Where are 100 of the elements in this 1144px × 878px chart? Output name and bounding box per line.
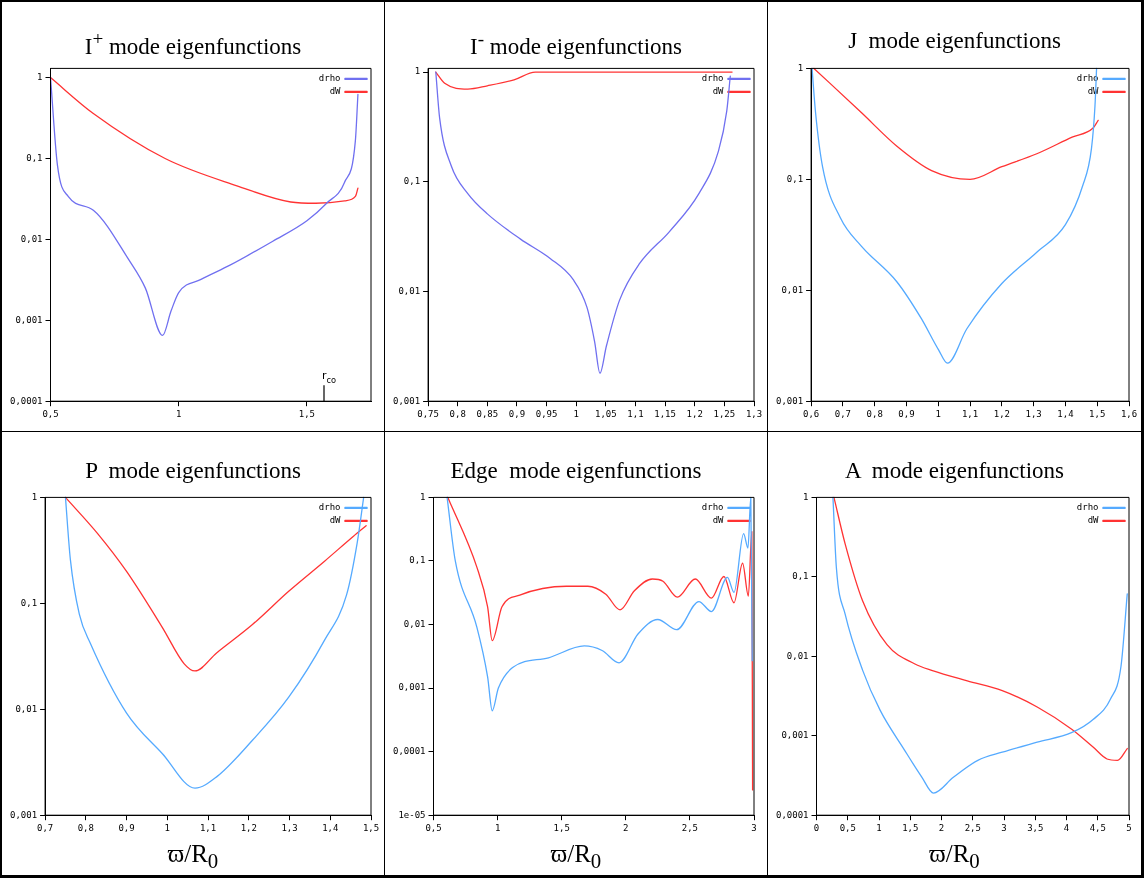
- chart-title: P mode eigenfunctions: [85, 458, 301, 485]
- x-tick-label: 1,2: [686, 408, 703, 419]
- x-tick-label: 1,05: [595, 408, 617, 419]
- x-tick-label: 1: [494, 822, 501, 833]
- x-tick-label: 1,4: [1056, 408, 1074, 419]
- x-tick-label: 0,7: [36, 822, 54, 833]
- y-tick-label: 1: [420, 491, 426, 502]
- chart-title: I$^{+}$ mode eigenfunctions: [84, 28, 302, 60]
- x-tick-label: 2,5: [681, 822, 699, 833]
- y-tick-label: 0,1: [20, 597, 38, 608]
- legend-label: dW: [712, 86, 725, 97]
- x-tick-label: 1,1: [199, 822, 217, 833]
- y-tick-label: 0,001: [775, 395, 803, 406]
- x-tick-label: 1,5: [901, 822, 918, 833]
- y-tick-label: 1: [797, 62, 803, 73]
- x-tick-label: 0,9: [118, 822, 135, 833]
- x-tick-label: 1,15: [654, 408, 676, 419]
- x-tick-label: 0,9: [897, 408, 915, 419]
- x-tick-label: 1: [164, 822, 171, 833]
- x-tick-label: 0,5: [839, 822, 856, 833]
- y-tick-label: 0,0001: [775, 809, 809, 820]
- x-tick-label: 5: [1125, 822, 1132, 833]
- x-tick-label: 0,6: [802, 408, 819, 419]
- x-tick-label: 3,5: [1026, 822, 1043, 833]
- legend-label: drho: [318, 73, 341, 84]
- x-tick-label: 1,5: [553, 822, 570, 833]
- x-tick-label: 1,5: [298, 408, 316, 419]
- y-tick-label: 0,01: [398, 285, 421, 296]
- x-tick-label: 1,3: [745, 408, 763, 419]
- y-tick-label: 0,1: [786, 173, 803, 184]
- y-tick-label: 0,0001: [393, 745, 426, 756]
- x-tick-label: 1: [573, 408, 579, 419]
- y-tick-label: 1: [31, 491, 38, 502]
- x-tick-label: 2: [623, 822, 629, 833]
- y-tick-label: 0,1: [26, 152, 43, 163]
- x-tick-label: 1,3: [1024, 408, 1042, 419]
- x-tick-label: 2,5: [964, 822, 981, 833]
- y-tick-label: 1: [37, 71, 43, 82]
- y-tick-label: 0,1: [409, 555, 426, 566]
- x-tick-label: 4: [1063, 822, 1069, 833]
- x-tick-label: 1,5: [362, 822, 380, 833]
- x-tick-label: 0,7: [834, 408, 851, 419]
- y-tick-label: 0,1: [403, 176, 421, 187]
- legend-label: drho: [701, 73, 724, 84]
- x-tick-label: 1,4: [322, 822, 339, 833]
- x-tick-label: 3: [751, 822, 757, 833]
- x-tick-label: 0,5: [425, 822, 442, 833]
- y-tick-label: 0,001: [15, 314, 43, 325]
- x-tick-label: 1,5: [1088, 408, 1105, 419]
- legend-label: drho: [701, 502, 724, 513]
- chart-title: I$^{-}$ mode eigenfunctions: [469, 28, 683, 60]
- chart-title: A mode eigenfunctions: [844, 458, 1065, 485]
- y-tick-label: 0,01: [20, 233, 43, 244]
- y-tick-label: 0,01: [15, 703, 38, 714]
- y-tick-label: 0,001: [393, 395, 421, 406]
- x-tick-label: 0,95: [535, 408, 558, 419]
- x-tick-label: 1,6: [1120, 408, 1137, 419]
- x-axis-title: ϖ/R$_{0}$: [550, 839, 602, 875]
- x-tick-label: 2: [938, 822, 944, 833]
- x-axis-title: ϖ/R$_{0}$: [929, 839, 980, 875]
- x-tick-label: 4,5: [1089, 822, 1106, 833]
- y-tick-label: 0,01: [780, 284, 803, 295]
- x-tick-label: 0: [813, 822, 819, 833]
- x-axis-title: ϖ/R$_{0}$: [167, 839, 219, 875]
- y-tick-label: 0,0001: [10, 395, 43, 406]
- x-tick-label: 1,1: [961, 408, 978, 419]
- chart-title: Edge mode eigenfunctions: [450, 458, 702, 485]
- x-tick-label: 3: [1000, 822, 1007, 833]
- legend-label: drho: [1076, 73, 1098, 84]
- x-tick-label: 1,25: [713, 408, 736, 419]
- x-tick-label: 1: [875, 822, 882, 833]
- y-tick-label: 0,001: [10, 809, 38, 820]
- x-tick-label: 1,2: [240, 822, 257, 833]
- y-tick-label: 0,001: [780, 730, 809, 741]
- legend-label: drho: [318, 502, 341, 513]
- x-tick-label: 0,5: [42, 408, 59, 419]
- x-tick-label: 1: [176, 408, 182, 419]
- x-tick-label: 0,8: [866, 408, 883, 419]
- y-tick-label: 1: [802, 491, 809, 502]
- y-tick-label: 0,001: [398, 682, 426, 693]
- legend-label: drho: [1076, 502, 1098, 513]
- x-tick-label: 0,8: [77, 822, 94, 833]
- legend-label: dW: [712, 515, 725, 526]
- x-tick-label: 1,3: [281, 822, 298, 833]
- y-tick-label: 0,01: [786, 650, 809, 661]
- x-tick-label: 1,2: [993, 408, 1010, 419]
- x-tick-label: 0,8: [449, 408, 466, 419]
- x-tick-label: 0,85: [476, 408, 499, 419]
- y-tick-label: 1e-05: [398, 809, 426, 820]
- y-tick-label: 0,01: [403, 618, 426, 629]
- chart-title: J mode eigenfunctions: [848, 28, 1061, 55]
- y-tick-label: 1: [414, 66, 421, 77]
- legend-label: dW: [329, 515, 342, 526]
- x-tick-label: 0,9: [508, 408, 526, 419]
- x-tick-label: 1: [935, 408, 941, 419]
- legend-label: dW: [329, 86, 342, 97]
- legend-label: dW: [1087, 515, 1099, 526]
- y-tick-label: 0,1: [791, 571, 809, 582]
- x-tick-label: 1,1: [627, 408, 644, 419]
- x-tick-label: 0,75: [417, 408, 439, 419]
